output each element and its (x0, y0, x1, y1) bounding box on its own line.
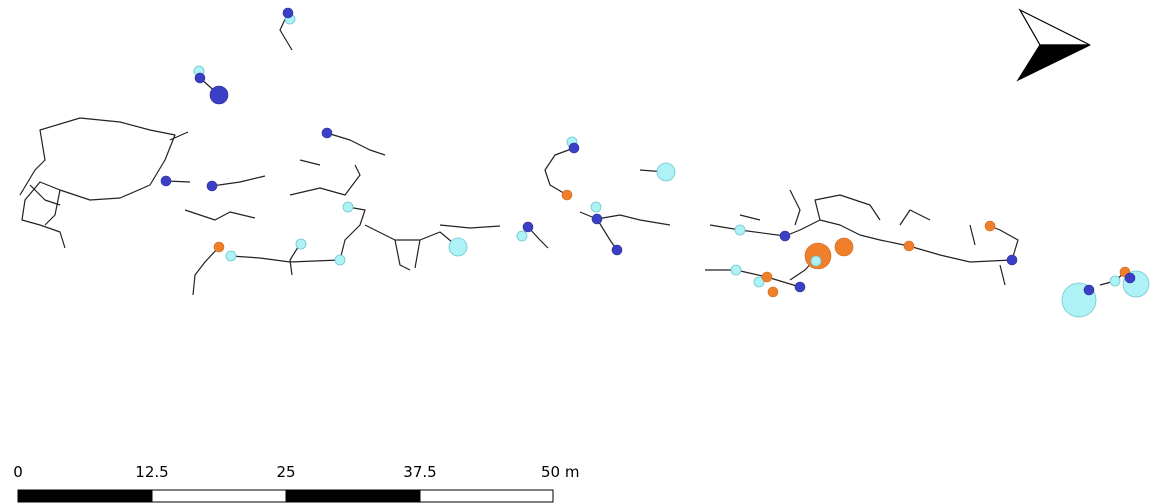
point (206, 180, 218, 192)
point (295, 238, 307, 250)
scale-segment (285, 489, 421, 503)
point (334, 254, 346, 266)
scale-label: 0 (13, 463, 23, 481)
network-line (192, 206, 501, 296)
point (903, 240, 915, 252)
point (730, 264, 742, 276)
north-arrow-light (1018, 8, 1091, 46)
point (734, 224, 746, 236)
point (591, 213, 603, 225)
point (779, 230, 791, 242)
scale-label: 12.5 (135, 463, 168, 481)
point (810, 255, 822, 267)
point (590, 201, 602, 213)
point (194, 72, 206, 84)
point (611, 244, 623, 256)
point (1083, 284, 1095, 296)
point (767, 286, 779, 298)
point (561, 189, 573, 201)
scale-label: 37.5 (403, 463, 436, 481)
point (834, 237, 854, 257)
point (321, 127, 333, 139)
point (794, 281, 806, 293)
network-line (19, 117, 189, 249)
point (225, 250, 237, 262)
scale-bar: 0 12.5 25 37.5 50 m (13, 463, 579, 503)
point (342, 201, 354, 213)
points (160, 7, 1150, 318)
point (522, 221, 534, 233)
network-line (705, 189, 1019, 288)
scale-label: 25 (276, 463, 295, 481)
network (19, 12, 1137, 301)
point (656, 162, 676, 182)
point (1124, 272, 1136, 284)
network-line (165, 77, 266, 221)
scale-segment (151, 489, 287, 503)
point (213, 241, 225, 253)
point (568, 142, 580, 154)
scale-segment (419, 489, 554, 503)
north-arrow-dark (1016, 44, 1091, 82)
point (282, 7, 294, 19)
point (209, 85, 229, 105)
network-line (279, 12, 386, 196)
scale-segment (17, 489, 153, 503)
point (984, 220, 996, 232)
north-arrow (1016, 8, 1091, 82)
point (448, 237, 468, 257)
point (753, 276, 765, 288)
point (1006, 254, 1018, 266)
point (761, 271, 773, 283)
point (1109, 275, 1121, 287)
scale-label: 50 m (541, 463, 579, 481)
network-line (527, 147, 671, 251)
point (160, 175, 172, 187)
point (516, 230, 528, 242)
